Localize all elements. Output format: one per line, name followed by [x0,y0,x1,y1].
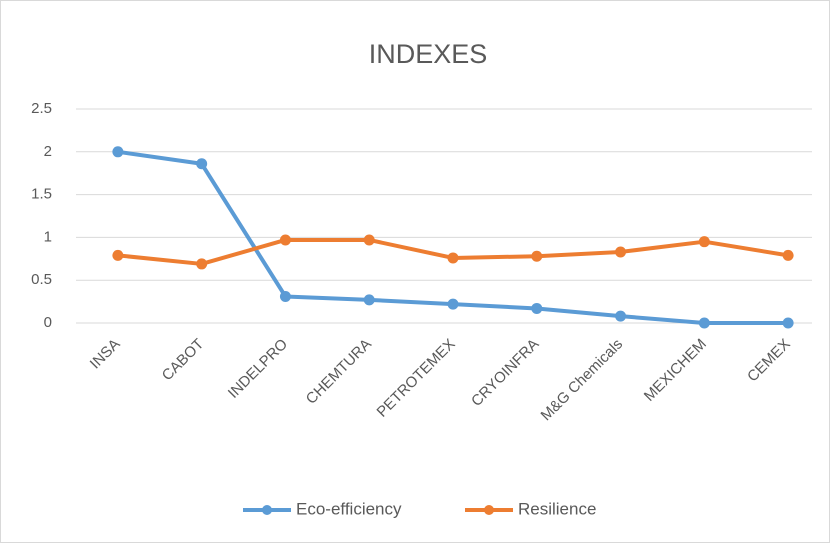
legend-label: Resilience [518,499,596,518]
legend-label: Eco-efficiency [296,499,402,518]
point [363,234,375,246]
y-tick-label: 0 [44,314,52,331]
point [615,310,627,322]
y-tick-label: 1 [44,228,52,245]
point [112,146,124,158]
point [698,317,710,329]
point [196,258,208,270]
legend-marker [262,505,272,515]
legend-marker [484,505,494,515]
point [447,298,459,310]
point [363,294,375,306]
point [279,290,291,302]
chart-title: INDEXES [369,39,488,69]
point [782,249,794,261]
y-tick-label: 1.5 [31,186,52,203]
point [279,234,291,246]
point [698,236,710,248]
point [531,250,543,262]
y-tick-label: 0.5 [31,271,52,288]
point [447,252,459,264]
point [196,158,208,170]
point [782,317,794,329]
point [615,246,627,258]
point [531,302,543,314]
y-tick-label: 2 [44,143,52,160]
y-tick-label: 2.5 [31,100,52,117]
point [112,249,124,261]
